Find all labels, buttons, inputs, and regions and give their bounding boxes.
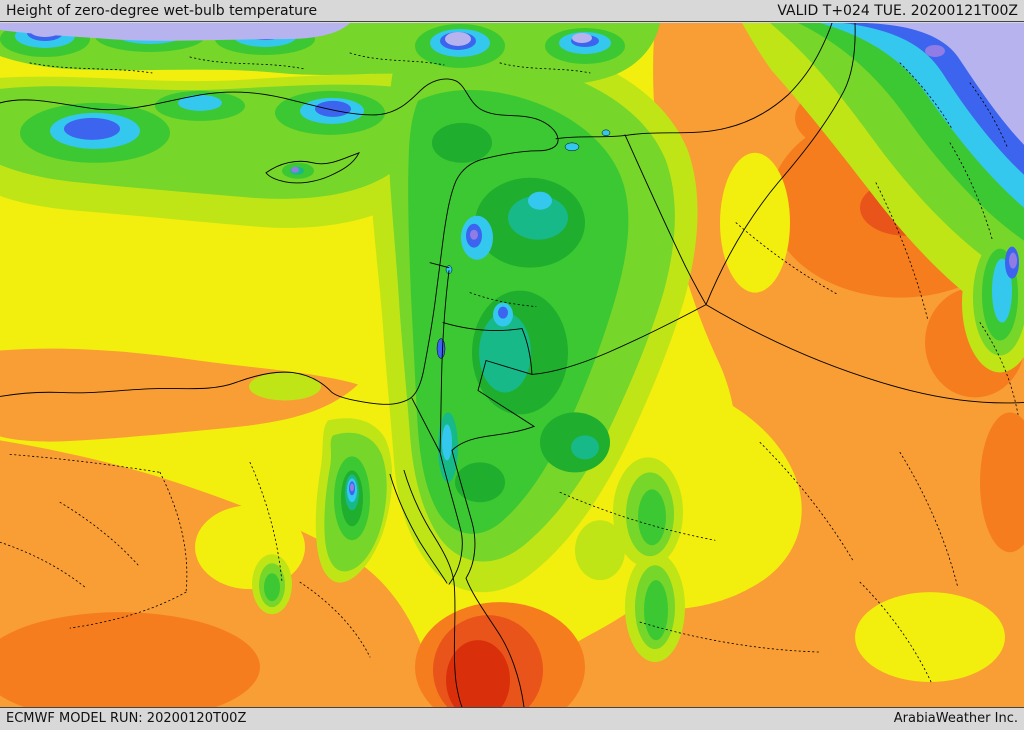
lakes-layer [436, 129, 611, 359]
field-layer-lavender [0, 23, 1024, 145]
forecast-map-canvas [0, 23, 1024, 707]
provider-brand-label: ArabiaWeather Inc. [893, 710, 1018, 726]
weather-map [0, 23, 1024, 707]
field-layer-red [446, 640, 510, 707]
coastline-layer [0, 78, 559, 707]
field-layer-purple [291, 44, 1017, 492]
country-border-layer [411, 23, 1024, 453]
model-run-label: ECMWF MODEL RUN: 20200120T00Z [6, 710, 247, 726]
footer-bar: ECMWF MODEL RUN: 20200120T00Z ArabiaWeat… [0, 707, 1024, 729]
admin-border-dotted-layer [0, 52, 1019, 685]
field-layer-teal [290, 166, 599, 511]
map-title: Height of zero-degree wet-bulb temperatu… [6, 2, 318, 19]
header-bar: Height of zero-degree wet-bulb temperatu… [0, 0, 1024, 22]
valid-time-label: VALID T+024 TUE. 20200121T00Z [777, 2, 1018, 19]
